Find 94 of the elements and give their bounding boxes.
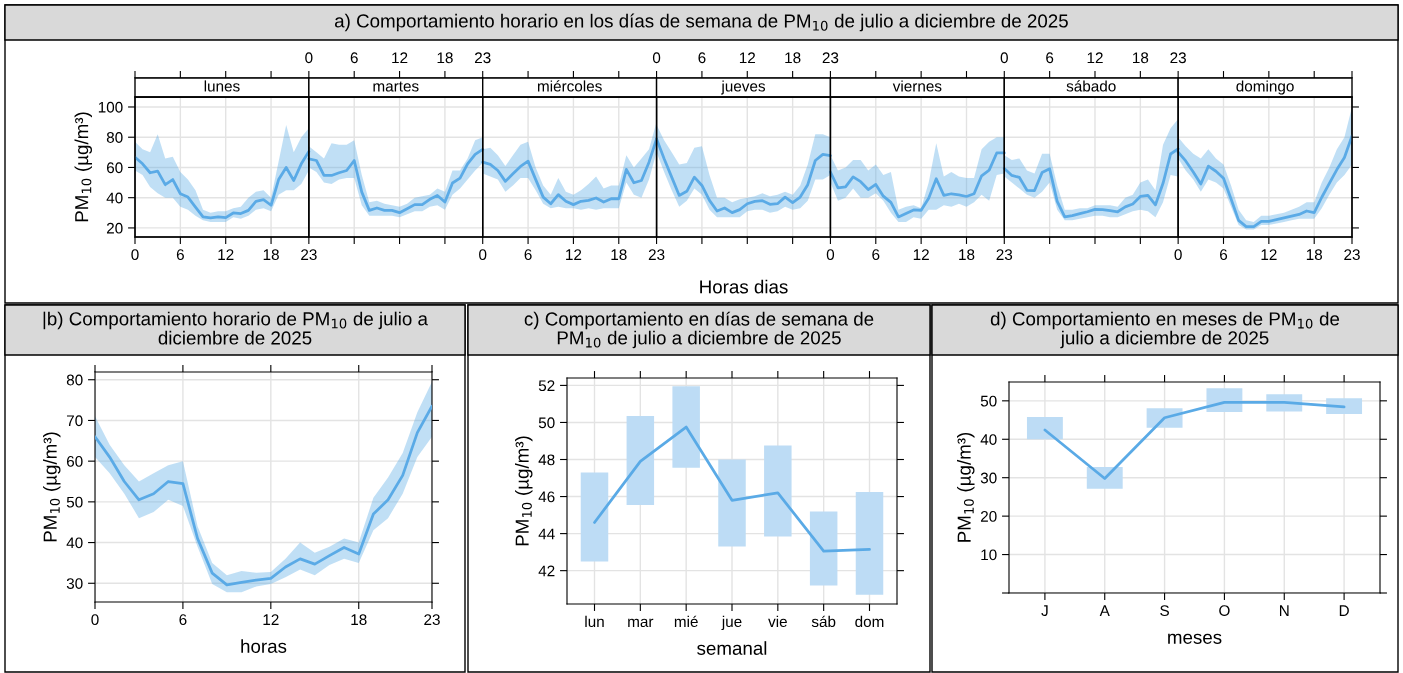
x-axis-title: Horas dias (700, 279, 788, 294)
text: 0 (305, 52, 313, 64)
text: 18 (437, 52, 453, 64)
y-tick-label: 40 (980, 434, 997, 445)
y-tick-label: 48 (538, 454, 555, 466)
x-tick-label: J (1041, 605, 1048, 617)
chart-title: c) Comportamiento en días de semana de PM$_{10}$ de julio a diciembre de 2025 (524, 311, 874, 349)
y-tick-label: 50 (538, 417, 555, 429)
x-tick-label: 23 (1344, 249, 1360, 261)
text: 23 (1170, 52, 1186, 64)
text: 12 (739, 52, 756, 64)
y-tick-label: 40 (106, 192, 123, 204)
x-tick-label: 18 (959, 249, 975, 261)
y-tick-label: 60 (66, 456, 83, 467)
text: miércoles (537, 80, 602, 92)
chart-title: d) Comportamiento en meses de PM$_{10}$ de julio a diciembre de 2025 (990, 311, 1340, 349)
text: 6 (350, 52, 358, 64)
y-axis-title: PM$_{10}$ (µg/m³) (957, 432, 975, 542)
x-tick-label: 6 (176, 249, 184, 261)
y-tick-label: 20 (980, 511, 997, 522)
x-tick-label: 0 (91, 614, 99, 626)
x-tick-label: 12 (263, 614, 279, 625)
x-tick-label: 23 (996, 249, 1013, 261)
y-tick-label: 70 (66, 415, 83, 427)
x-tick-label: 6 (524, 249, 532, 261)
x-tick-label: A (1099, 605, 1110, 616)
text: lunes (204, 80, 240, 92)
x-tick-label: D (1339, 605, 1349, 616)
x-tick-label: 0 (1174, 249, 1182, 261)
y-tick-label: 30 (66, 578, 83, 589)
text: 18 (785, 52, 801, 64)
x-tick-label: 18 (611, 249, 627, 261)
x-tick-label: dom (855, 615, 884, 628)
x-axis-title: meses (1168, 633, 1222, 644)
text: domingo (1236, 80, 1294, 95)
x-tick-label: 6 (1220, 249, 1228, 261)
text: 0 (652, 52, 661, 64)
text: sábado (1066, 80, 1116, 92)
y-tick-label: 80 (106, 132, 123, 143)
x-tick-label: 12 (1261, 249, 1277, 260)
x-tick-label: 18 (263, 249, 279, 261)
y-tick-label: 30 (980, 472, 997, 484)
x-tick-label: sáb (811, 615, 836, 628)
x-tick-label: 12 (913, 249, 929, 260)
text: jueves (721, 80, 766, 95)
text: 6 (698, 52, 706, 64)
x-tick-label: lun (585, 615, 604, 628)
y-axis-title: PM$_{10}$ (µg/m³) (43, 432, 61, 542)
y-tick-label: 10 (981, 549, 997, 561)
x-tick-label: 12 (218, 249, 234, 260)
x-tick-label: 0 (479, 249, 487, 261)
y-tick-label: 46 (538, 491, 555, 503)
chart-title: a) Comportamiento horario en los días de semana de PM$_{10}$ de julio a diciembre de 2025 (334, 13, 1068, 32)
x-tick-label: mar (628, 618, 654, 628)
y-tick-label: 50 (980, 395, 997, 407)
x-tick-label: N (1279, 605, 1289, 616)
text: 12 (1087, 52, 1103, 64)
x-tick-label: S (1160, 605, 1169, 617)
x-tick-label: 23 (424, 614, 440, 626)
text: 12 (392, 52, 408, 64)
x-tick-label: mié (674, 615, 698, 628)
x-tick-label: 0 (131, 249, 139, 261)
text: 0 (1000, 52, 1008, 64)
y-tick-label: 100 (98, 101, 123, 113)
text: 23 (822, 52, 839, 64)
text: 18 (1133, 52, 1149, 64)
text: 6 (1046, 52, 1054, 64)
text: 23 (474, 52, 491, 64)
x-tick-label: 12 (566, 249, 582, 260)
text: martes (373, 81, 419, 92)
x-tick-label: 6 (872, 249, 880, 261)
y-tick-label: 42 (538, 565, 555, 577)
x-tick-label: vie (768, 615, 787, 628)
y-axis-title: PM$_{10}$ (µg/m³) (74, 112, 92, 222)
x-tick-label: 6 (179, 614, 187, 626)
x-tick-label: O (1219, 605, 1230, 617)
x-tick-label: 23 (301, 249, 317, 261)
y-tick-label: 80 (66, 374, 83, 386)
x-tick-label: 0 (826, 249, 835, 261)
y-tick-label: 20 (106, 222, 123, 234)
y-tick-label: 40 (66, 537, 83, 549)
x-tick-label: 18 (1306, 249, 1323, 261)
x-tick-label: 18 (351, 614, 367, 626)
y-tick-label: 60 (106, 162, 123, 174)
text: viernes (892, 80, 942, 92)
y-tick-label: 44 (538, 528, 555, 540)
y-tick-label: 50 (66, 496, 83, 508)
x-axis-title: semanal (697, 641, 767, 655)
y-tick-label: 52 (538, 380, 555, 392)
y-axis-title: PM$_{10}$ (µg/m³) (515, 436, 533, 546)
chart-title: |b) Comportamiento horario de PM$_{10}$ de julio a diciembre de 2025 (43, 311, 428, 345)
x-axis-title: horas (241, 639, 287, 653)
x-tick-label: jue (721, 615, 742, 631)
x-tick-label: 23 (648, 249, 665, 261)
